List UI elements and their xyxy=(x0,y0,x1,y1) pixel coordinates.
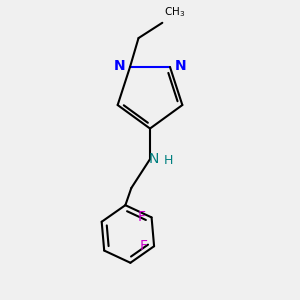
Text: F: F xyxy=(140,239,148,253)
Text: CH$_3$: CH$_3$ xyxy=(164,5,185,19)
Text: N: N xyxy=(114,59,126,73)
Text: H: H xyxy=(164,154,173,167)
Text: F: F xyxy=(137,210,146,224)
Text: N: N xyxy=(175,59,187,73)
Text: N: N xyxy=(149,152,159,166)
